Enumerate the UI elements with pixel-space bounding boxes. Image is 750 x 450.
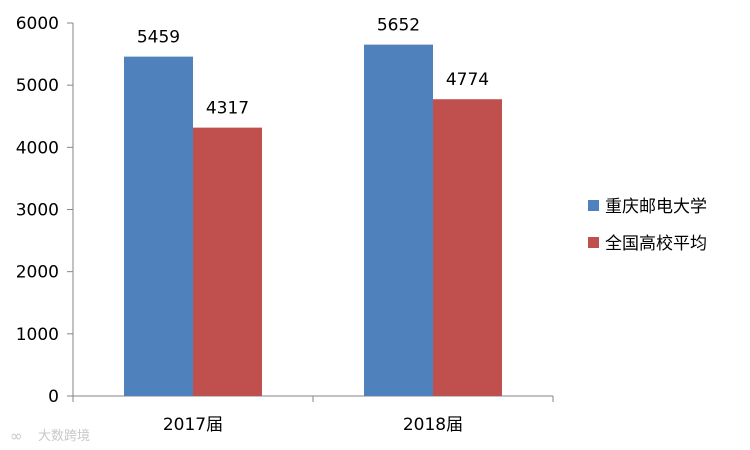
data-label: 5459 [137, 28, 180, 48]
bars [124, 44, 502, 397]
legend-swatch [588, 200, 599, 211]
legend-swatch [588, 237, 599, 248]
y-axis: 0 1000 2000 3000 4000 5000 6000 [16, 14, 74, 407]
y-tick-label: 6000 [16, 14, 59, 34]
y-tick-label: 4000 [16, 138, 59, 158]
data-label: 4317 [206, 99, 249, 119]
bar [433, 99, 502, 396]
data-label: 5652 [377, 16, 420, 36]
legend-label: 重庆邮电大学 [605, 197, 707, 217]
y-tick-label: 2000 [16, 263, 59, 283]
y-tick-label: 3000 [16, 201, 59, 221]
y-tick-label: 0 [48, 387, 59, 407]
bar [124, 56, 193, 396]
data-labels: 5459 4317 5652 4774 [137, 16, 489, 119]
watermark: ∞ 大数跨境 [10, 427, 90, 445]
legend-label: 全国高校平均 [605, 234, 707, 254]
x-tick-label: 2018届 [403, 415, 463, 435]
y-tick-label: 1000 [16, 325, 59, 345]
bar [364, 44, 433, 396]
data-label: 4774 [446, 70, 489, 90]
x-axis: 2017届 2018届 [72, 395, 554, 435]
x-tick-label: 2017届 [163, 415, 223, 435]
logo-mark-icon: ∞ [10, 427, 23, 445]
bar [193, 127, 262, 397]
watermark-text: 大数跨境 [38, 429, 90, 444]
y-tick-label: 5000 [16, 76, 59, 96]
